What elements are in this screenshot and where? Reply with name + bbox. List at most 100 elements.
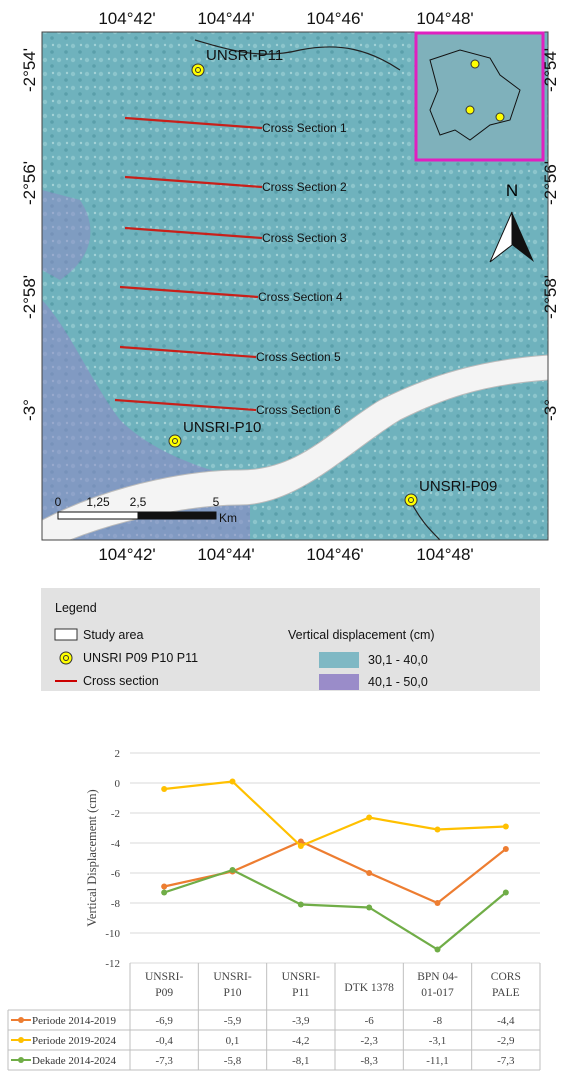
data-label: -7,3 [497, 1055, 515, 1067]
data-label: -8 [433, 1015, 443, 1027]
north-label: N [506, 181, 518, 200]
legend-subtitle: Vertical displacement (cm) [288, 628, 435, 642]
legend-label: 30,1 - 40,0 [368, 653, 428, 667]
map-right-label: -3° [541, 399, 560, 421]
data-point [298, 902, 304, 908]
y-tick-label: -4 [111, 838, 121, 850]
legend-label: UNSRI P09 P10 P11 [83, 651, 198, 665]
data-point [503, 824, 509, 830]
series-line [164, 842, 506, 904]
cross-section-label: Cross Section 2 [262, 180, 347, 194]
station-label: UNSRI-P09 [419, 478, 497, 495]
legend-marker [18, 1057, 24, 1063]
y-tick-label: -2 [111, 808, 120, 820]
y-axis-label: Vertical Displacement (cm) [85, 789, 99, 926]
map: N 104°42' 104°42' 104°44' 104°44' 104°46' 104… [20, 9, 560, 564]
station-point [405, 494, 417, 506]
data-label: -7,3 [155, 1055, 173, 1067]
data-label: -3,9 [292, 1015, 310, 1027]
map-bottom-label: 104°42' [98, 545, 155, 564]
station-point [192, 64, 204, 76]
cross-section-label: Cross Section 4 [258, 290, 343, 304]
data-label: -11,1 [426, 1055, 449, 1067]
map-top-label: 104°46' [306, 9, 363, 28]
data-label: -5,9 [224, 1015, 242, 1027]
map-top-label: 104°44' [197, 9, 254, 28]
data-point [161, 884, 167, 890]
legend-label: Study area [83, 628, 144, 642]
data-label: -3,1 [429, 1035, 446, 1047]
figure: N 104°42' 104°42' 104°44' 104°44' 104°46' 104… [0, 0, 569, 1072]
data-point [161, 890, 167, 896]
cross-section-label: Cross Section 1 [262, 121, 347, 135]
data-point [435, 947, 441, 953]
legend-marker [18, 1037, 24, 1043]
legend-label: 40,1 - 50,0 [368, 675, 428, 689]
map-bottom-label: 104°46' [306, 545, 363, 564]
inset-point [496, 113, 504, 121]
map-bottom-label: 104°48' [416, 545, 473, 564]
cross-section-label: Cross Section 6 [256, 403, 341, 417]
legend-label: Periode 2014-2019 [32, 1015, 117, 1027]
scale-bar [58, 512, 138, 519]
legend-label: Cross section [83, 674, 159, 688]
data-label: -2,9 [497, 1035, 515, 1047]
station-label: UNSRI-P10 [183, 419, 261, 436]
x-tick-label: BPN 04-01-017 [417, 971, 458, 999]
map-right-label: -2°54' [541, 48, 560, 92]
data-point [366, 815, 372, 821]
data-point [366, 870, 372, 876]
data-label: -4,2 [292, 1035, 309, 1047]
data-label: -4,4 [497, 1015, 515, 1027]
legend-label: Periode 2019-2024 [32, 1035, 117, 1047]
map-top-label: 104°48' [416, 9, 473, 28]
station-point [169, 435, 181, 447]
map-left-label: -3° [20, 399, 39, 421]
inset-point [466, 106, 474, 114]
x-tick-label: UNSRI-P11 [282, 971, 321, 999]
y-tick-label: -12 [105, 958, 120, 970]
data-label: -6,9 [155, 1015, 173, 1027]
cross-section-label: Cross Section 5 [256, 350, 341, 364]
chart: Vertical Displacement (cm) -12 -10 -8 -6 -4 -… [8, 748, 540, 1070]
scale-bar [138, 512, 216, 519]
y-tick-label: -8 [111, 898, 121, 910]
x-tick-label: DTK 1378 [344, 982, 394, 994]
map-left-label: -2°56' [20, 161, 39, 205]
scale-label: 1,25 [86, 495, 110, 509]
legend-label: Dekade 2014-2024 [32, 1055, 117, 1067]
y-tick-label: -10 [105, 928, 120, 940]
legend: Legend Study area UNSRI P09 P10 P11 Cros… [41, 588, 540, 691]
data-point [161, 786, 167, 792]
map-right-label: -2°56' [541, 161, 560, 205]
data-point [435, 900, 441, 906]
x-tick-label: UNSRI-P09 [145, 971, 184, 999]
map-top-label: 104°42' [98, 9, 155, 28]
data-label: -0,4 [155, 1035, 173, 1047]
map-left-label: -2°58' [20, 275, 39, 319]
y-tick-label: -6 [111, 868, 121, 880]
data-point [366, 905, 372, 911]
inset-point [471, 60, 479, 68]
data-label: -2,3 [360, 1035, 378, 1047]
data-label: -8,3 [360, 1055, 378, 1067]
scale-unit: Km [219, 511, 237, 525]
data-point [435, 827, 441, 833]
station-label: UNSRI-P11 [206, 47, 283, 64]
data-label: -5,8 [224, 1055, 242, 1067]
x-tick-label: CORSPALE [491, 971, 521, 999]
legend-marker [18, 1017, 24, 1023]
data-point [503, 846, 509, 852]
data-point [298, 843, 304, 849]
legend-title: Legend [55, 601, 97, 615]
legend-symbol [55, 629, 77, 640]
y-tick-label: 0 [115, 778, 121, 790]
y-tick-label: 2 [115, 748, 121, 760]
legend-swatch [319, 652, 359, 668]
scale-label: 5 [213, 495, 220, 509]
map-bottom-label: 104°44' [197, 545, 254, 564]
data-point [230, 779, 236, 785]
data-label: -8,1 [292, 1055, 309, 1067]
map-left-label: -2°54' [20, 48, 39, 92]
series-line [164, 782, 506, 847]
